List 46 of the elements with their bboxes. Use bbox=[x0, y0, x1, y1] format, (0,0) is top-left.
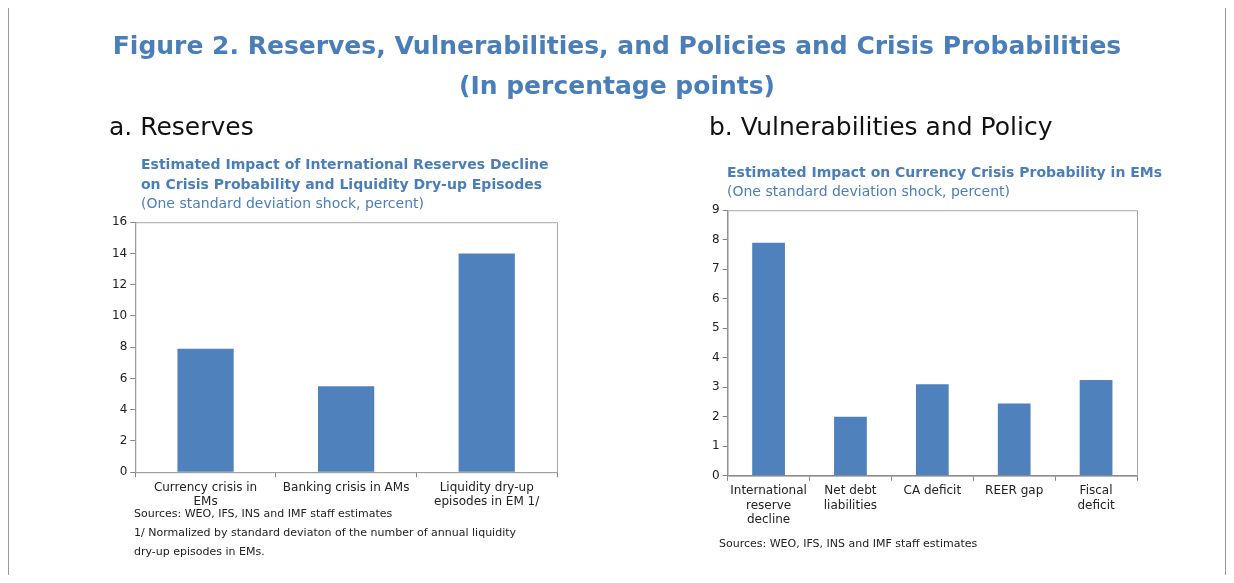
y-tick-label: 9 bbox=[711, 202, 720, 217]
y-tick-label: 4 bbox=[711, 349, 720, 364]
y-tick-label: 16 bbox=[111, 214, 128, 229]
text: 1/ Normalized by standard deviaton of the number of annual liquidity dry-up episodes in EMs. bbox=[134, 525, 518, 560]
y-tick-label: 2 bbox=[711, 408, 720, 423]
chart-subtitle: Estimated Impact of International Reserves Decline on Crisis Probability and Liquidity Dry-up Episodes bbox=[141, 155, 550, 194]
chart-title: a. Reserves bbox=[109, 112, 255, 142]
y-tick-label: 8 bbox=[711, 231, 720, 246]
y-tick-label: 6 bbox=[711, 290, 720, 305]
y-tick-label: 2 bbox=[119, 433, 128, 448]
y-tick-label: 5 bbox=[711, 320, 720, 335]
caption: Figure 2. Reserves, Vulnerabilities, and Policies and Crisis Probabilities bbox=[111, 30, 1123, 62]
source-note: Sources: WEO, IFS, INS and IMF staff estimates bbox=[719, 536, 979, 552]
bar bbox=[997, 403, 1031, 476]
x-tick-label: Banking crisis in AMs bbox=[282, 479, 410, 494]
x-tick-label: Fiscal deficit bbox=[1077, 483, 1115, 512]
x-tick-label: Currency crisis in EMs bbox=[153, 479, 258, 508]
y-tick-label: 0 bbox=[119, 464, 128, 479]
y-tick-label: 4 bbox=[119, 401, 128, 416]
text: (One standard deviation shock, percent) bbox=[727, 182, 1011, 200]
chart-title: b. Vulnerabilities and Policy bbox=[709, 112, 1054, 142]
bar bbox=[458, 253, 515, 472]
x-tick-label: CA deficit bbox=[903, 483, 962, 498]
y-tick-label: 12 bbox=[111, 276, 128, 291]
text: (In percentage points) bbox=[457, 70, 777, 102]
y-tick-label: 3 bbox=[711, 379, 720, 394]
y-tick-label: 1 bbox=[711, 438, 720, 453]
bar bbox=[752, 242, 785, 476]
y-tick-label: 6 bbox=[119, 370, 128, 385]
bar bbox=[177, 348, 234, 472]
x-tick-label: Liquidity dry-up episodes in EM 1/ bbox=[434, 479, 541, 508]
x-tick-label: International reserve decline bbox=[730, 483, 807, 526]
y-tick-label: 8 bbox=[119, 339, 128, 354]
bar bbox=[834, 416, 867, 476]
x-tick-label: Net debt liabilities bbox=[823, 483, 878, 512]
bar bbox=[1079, 379, 1113, 476]
chart-subtitle: Estimated Impact on Currency Crisis Probability in EMs bbox=[727, 163, 1164, 182]
bar bbox=[915, 384, 949, 476]
source-note: Sources: WEO, IFS, INS and IMF staff estimates bbox=[134, 507, 393, 520]
x-tick-label: REER gap bbox=[985, 483, 1044, 498]
y-tick-label: 7 bbox=[711, 261, 720, 276]
text: (One standard deviation shock, percent) bbox=[141, 194, 425, 212]
bar bbox=[318, 386, 375, 472]
y-tick-label: 10 bbox=[111, 308, 128, 323]
y-tick-label: 0 bbox=[711, 467, 720, 482]
y-tick-label: 14 bbox=[111, 245, 128, 260]
